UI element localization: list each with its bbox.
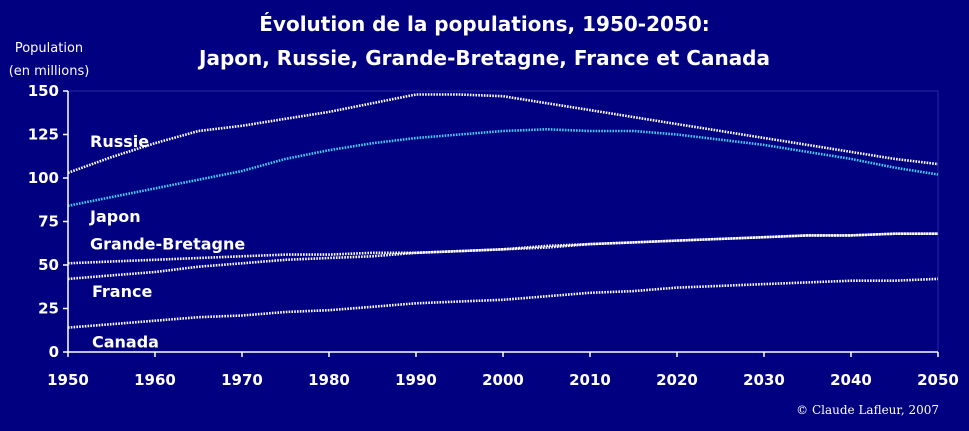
x-tick-label: 1950: [47, 371, 89, 389]
chart-title-line-1: Évolution de la populations, 1950-2050:: [259, 12, 710, 36]
y-tick-label: 125: [28, 126, 59, 144]
x-tick-label: 1970: [221, 371, 263, 389]
y-tick-label: 50: [38, 256, 59, 274]
series-layer: [67, 93, 939, 329]
plot-frame: [67, 90, 939, 353]
series-line-canada: [67, 277, 939, 329]
x-tick-label: 1990: [395, 371, 437, 389]
x-tick-label: 2030: [743, 371, 785, 389]
y-tick-label: 25: [38, 300, 59, 318]
x-tick-label: 2000: [482, 371, 524, 389]
axes: 0 25 50 75 100 125 150 1950 1960 1970 1980 1990 2000…: [28, 82, 959, 389]
x-tick-label: 2020: [656, 371, 698, 389]
x-tick-label: 2040: [830, 371, 872, 389]
series-labels: Russie Japon Grande-Bretagne France Canada: [89, 132, 245, 352]
series-label-france: France: [92, 282, 152, 301]
y-axis-label-line-1: Population: [14, 41, 84, 56]
y-tick-label: 0: [49, 343, 59, 361]
x-tick-label: 1960: [134, 371, 176, 389]
series-line-japon: [67, 128, 939, 208]
plot-area: [67, 90, 939, 353]
y-tick-label: 75: [38, 213, 59, 231]
x-tick-label: 2010: [569, 371, 611, 389]
x-tick-label: 1980: [308, 371, 350, 389]
series-label-japon: Japon: [89, 207, 141, 226]
copyright-credit: © Claude Lafleur, 2007: [796, 403, 939, 417]
series-line-russie: [67, 93, 939, 175]
series-label-russie: Russie: [90, 132, 149, 151]
chart-title-line-2: Japon, Russie, Grande-Bretagne, France e…: [199, 46, 770, 70]
y-axis-label-line-2: (en millions): [8, 64, 90, 79]
x-tick-label: 2050: [917, 371, 959, 389]
y-tick-label: 150: [28, 82, 59, 100]
series-line-france: [67, 232, 938, 281]
series-label-canada: Canada: [92, 333, 159, 352]
y-tick-label: 100: [28, 169, 59, 187]
series-label-grande-bretagne: Grande-Bretagne: [90, 234, 245, 253]
